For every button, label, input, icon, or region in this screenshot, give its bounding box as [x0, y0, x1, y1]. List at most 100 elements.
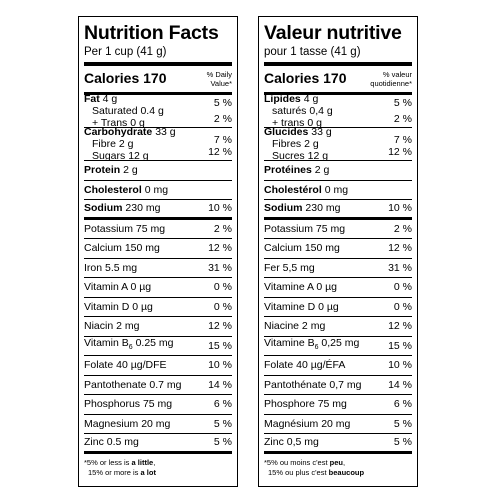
- calories-row: Calories 170 % Daily Value*: [84, 66, 232, 92]
- magnesium-row: Magnésium 20 mg 5 %: [264, 415, 412, 434]
- sugars-percent: 12 %: [208, 146, 232, 158]
- phosphorus-row: Phosphore 75 mg 6 %: [264, 395, 412, 415]
- iron-row: Iron 5.5 mg 31 %: [84, 259, 232, 278]
- phosphorus-text: Phosphore 75 mg: [264, 398, 347, 411]
- calcium-row: Calcium 150 mg 12 %: [84, 239, 232, 259]
- saturated-amount: 0.4 g: [140, 105, 164, 117]
- calcium-percent: 12 %: [208, 242, 232, 255]
- calcium-text: Calcium 150 mg: [264, 242, 340, 255]
- folate-text: Folate 40 µg/DFE: [84, 359, 167, 372]
- calcium-row: Calcium 150 mg 12 %: [264, 239, 412, 259]
- cholesterol-label: Cholestérol: [264, 183, 322, 196]
- fat-row: Lipides 4 g saturés 0,4 g + trans 0 g 5 …: [264, 93, 412, 129]
- phosphorus-percent: 6 %: [213, 398, 232, 411]
- magnesium-percent: 5 %: [393, 417, 412, 430]
- sodium-percent: 10 %: [208, 202, 232, 215]
- fibre-label: Fibres: [272, 138, 302, 150]
- magnesium-text: Magnesium 20 mg: [84, 417, 171, 430]
- sugars-label: Sugars: [92, 150, 126, 162]
- sodium-label: Sodium: [84, 202, 123, 215]
- vitamin-b6-prefix: Vitamin B: [84, 337, 129, 350]
- sodium-row: Sodium 230 mg 10 %: [264, 200, 412, 220]
- protein-amount: 2 g: [123, 164, 138, 177]
- protein-label: Protein: [84, 164, 121, 177]
- fat-percent: 5 %: [393, 97, 412, 109]
- vitamin-d-percent: 0 %: [393, 300, 412, 313]
- potassium-row: Potassium 75 mg 2 %: [264, 220, 412, 239]
- carbohydrate-amount: 33 g: [311, 126, 332, 138]
- divider-thick: [84, 62, 232, 66]
- sugars-amount: 12 g: [307, 150, 329, 162]
- vitamin-d-text: Vitamine D 0 µg: [264, 300, 339, 313]
- zinc-row: Zinc 0.5 mg 5 %: [84, 434, 232, 454]
- vitamin-b6-row: Vitamine B6 0,25 mg 15 %: [264, 337, 412, 356]
- zinc-percent: 5 %: [393, 436, 412, 449]
- vitamin-a-percent: 0 %: [393, 281, 412, 294]
- magnesium-row: Magnesium 20 mg 5 %: [84, 415, 232, 434]
- trans-label: + trans: [272, 117, 305, 129]
- calories-value: 170: [143, 70, 167, 86]
- carbohydrate-amount: 33 g: [155, 126, 176, 138]
- folate-text: Folate 40 µg/ÉFA: [264, 359, 346, 372]
- protein-row: Protein 2 g: [84, 161, 232, 181]
- divider-heavy: [264, 92, 412, 95]
- vitamin-a-text: Vitamine A 0 µg: [264, 281, 337, 294]
- sat-trans-percent: 2 %: [213, 113, 232, 125]
- niacin-row: Niacine 2 mg 12 %: [264, 317, 412, 337]
- iron-text: Iron 5.5 mg: [84, 261, 138, 274]
- vitamin-a-text: Vitamin A 0 µg: [84, 281, 152, 294]
- fat-label: Fat: [84, 93, 100, 105]
- calories-value: 170: [323, 70, 347, 86]
- niacin-percent: 12 %: [208, 320, 232, 333]
- potassium-text: Potassium 75 mg: [264, 222, 346, 235]
- fat-amount: 4 g: [102, 93, 118, 105]
- trans-amount: 0 g: [307, 117, 322, 129]
- niacin-row: Niacin 2 mg 12 %: [84, 317, 232, 337]
- protein-label: Protéines: [264, 164, 312, 177]
- magnesium-text: Magnésium 20 mg: [264, 417, 351, 430]
- sodium-amount: 230 mg: [305, 202, 341, 215]
- saturated-label: saturés: [272, 105, 307, 117]
- panel-title: Valeur nutritive: [264, 22, 402, 44]
- vitamin-d-row: Vitamine D 0 µg 0 %: [264, 298, 412, 317]
- sugars-percent: 12 %: [388, 146, 412, 158]
- vitamin-a-row: Vitamin A 0 µg 0 %: [84, 278, 232, 298]
- sodium-percent: 10 %: [388, 202, 412, 215]
- calcium-text: Calcium 150 mg: [84, 242, 160, 255]
- folate-percent: 10 %: [208, 359, 232, 372]
- divider-thick: [264, 62, 412, 66]
- carbohydrate-row: Glucides 33 g Fibres 2 g Sucres 12 g 7 %…: [264, 126, 412, 162]
- vitamin-d-text: Vitamin D 0 µg: [84, 300, 153, 313]
- carbohydrate-label: Carbohydrate: [84, 126, 153, 138]
- serving-size: Per 1 cup (41 g): [84, 46, 167, 58]
- iron-text: Fer 5,5 mg: [264, 261, 315, 274]
- saturated-label: Saturated: [92, 105, 138, 117]
- iron-percent: 31 %: [388, 261, 412, 274]
- fat-percent: 5 %: [213, 97, 232, 109]
- sodium-label: Sodium: [264, 202, 303, 215]
- niacin-percent: 12 %: [388, 320, 412, 333]
- cholesterol-amount: 0 mg: [144, 183, 169, 196]
- fibre-amount: 2 g: [304, 138, 319, 150]
- fat-amount: 4 g: [303, 93, 319, 105]
- cholesterol-label: Cholesterol: [84, 183, 142, 196]
- cholesterol-row: Cholestérol 0 mg: [264, 181, 412, 200]
- pantothenate-row: Pantothenate 0.7 mg 14 %: [84, 376, 232, 395]
- niacin-text: Niacine 2 mg: [264, 320, 326, 333]
- potassium-percent: 2 %: [213, 222, 232, 235]
- fibre-amount: 2 g: [118, 138, 134, 150]
- carbohydrate-label: Glucides: [264, 126, 309, 138]
- protein-row: Protéines 2 g: [264, 161, 412, 181]
- phosphorus-text: Phosphorus 75 mg: [84, 398, 173, 411]
- footnote: *5% or less is a little, 15% or more is …: [84, 457, 156, 477]
- trans-amount: 0 g: [130, 117, 145, 129]
- vitamin-d-percent: 0 %: [213, 300, 232, 313]
- niacin-text: Niacin 2 mg: [84, 320, 140, 333]
- vitamin-b6-row: Vitamin B6 0.25 mg 15 %: [84, 337, 232, 356]
- trans-label: + Trans: [92, 117, 128, 129]
- vitamin-b6-prefix: Vitamine B: [264, 337, 315, 350]
- iron-row: Fer 5,5 mg 31 %: [264, 259, 412, 278]
- vitamin-a-percent: 0 %: [213, 281, 232, 294]
- folate-row: Folate 40 µg/DFE 10 %: [84, 356, 232, 376]
- carbohydrate-row: Carbohydrate 33 g Fibre 2 g Sugars 12 g …: [84, 126, 232, 162]
